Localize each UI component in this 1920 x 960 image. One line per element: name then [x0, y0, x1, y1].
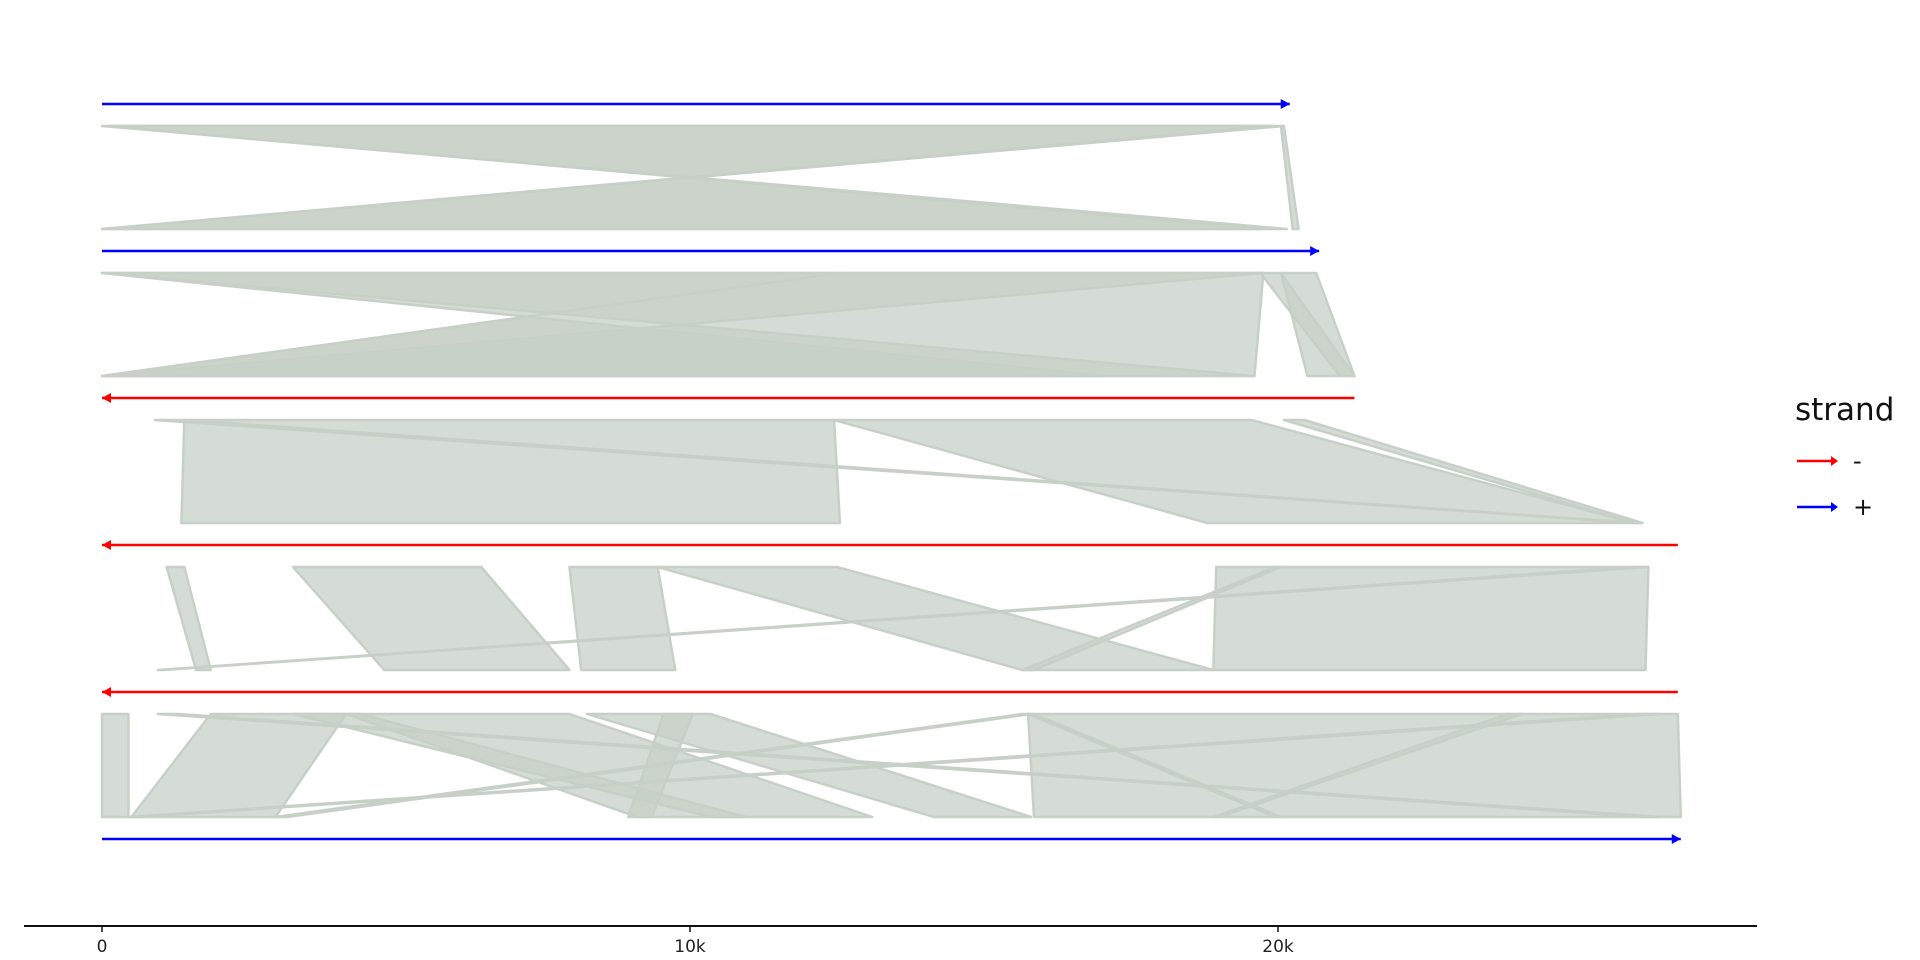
synteny-link: [1212, 565, 1650, 672]
synteny-link: [291, 712, 748, 819]
genome-arrowhead: [1310, 246, 1320, 256]
genomes-layer: [102, 99, 1681, 844]
synteny-link: [291, 565, 571, 672]
synteny-link: [1212, 712, 1524, 819]
genome-arrow: [102, 687, 1678, 697]
synteny-plot: 0 10k 20k: [24, 99, 1757, 957]
legend-label-minus: -: [1853, 447, 1862, 475]
genome-arrow: [102, 540, 1678, 550]
synteny-link: [1026, 712, 1683, 819]
x-tick-label: 0: [97, 937, 108, 957]
genome-arrowhead: [1671, 834, 1681, 844]
genome-arrowhead: [102, 540, 111, 550]
synteny-link: [100, 712, 130, 819]
synteny-link: [1279, 124, 1300, 231]
synteny-link: [127, 712, 1662, 819]
legend-item-minus: -: [1795, 438, 1915, 484]
synteny-link: [568, 565, 677, 672]
legend: strand - +: [1795, 392, 1915, 530]
genome-arrow: [102, 393, 1355, 403]
legend-key-minus: [1797, 456, 1838, 466]
synteny-link: [656, 565, 1215, 672]
legend-item-plus: +: [1795, 484, 1915, 530]
legend-title: strand: [1795, 392, 1895, 428]
synteny-link: [832, 418, 1635, 525]
synteny-link: [1282, 418, 1644, 525]
genome-arrow: [102, 99, 1290, 109]
synteny-link: [130, 712, 348, 819]
x-tick-label: 20k: [1262, 937, 1294, 957]
genome-arrow: [102, 246, 1320, 256]
synteny-link: [156, 565, 1650, 672]
synteny-link: [1279, 271, 1356, 378]
links-layer: [100, 124, 1683, 819]
genome-arrowhead: [102, 393, 111, 403]
synteny-link: [100, 271, 1265, 378]
genome-arrowhead: [1280, 99, 1290, 109]
synteny-link: [180, 418, 842, 525]
legend-key-minus-arrowhead: [1831, 456, 1838, 466]
genome-arrowhead: [102, 687, 111, 697]
x-tick-label: 10k: [674, 937, 706, 957]
legend-key-plus-arrowhead: [1831, 502, 1838, 512]
legend-key-plus: [1797, 502, 1838, 512]
legend-label-plus: +: [1853, 493, 1874, 521]
x-axis: 0 10k 20k: [24, 925, 1757, 957]
genome-arrow: [102, 834, 1681, 844]
synteny-link: [100, 124, 1274, 231]
synteny-link: [1020, 565, 1283, 672]
synteny-link: [1026, 712, 1283, 819]
synteny-link: [165, 565, 213, 672]
